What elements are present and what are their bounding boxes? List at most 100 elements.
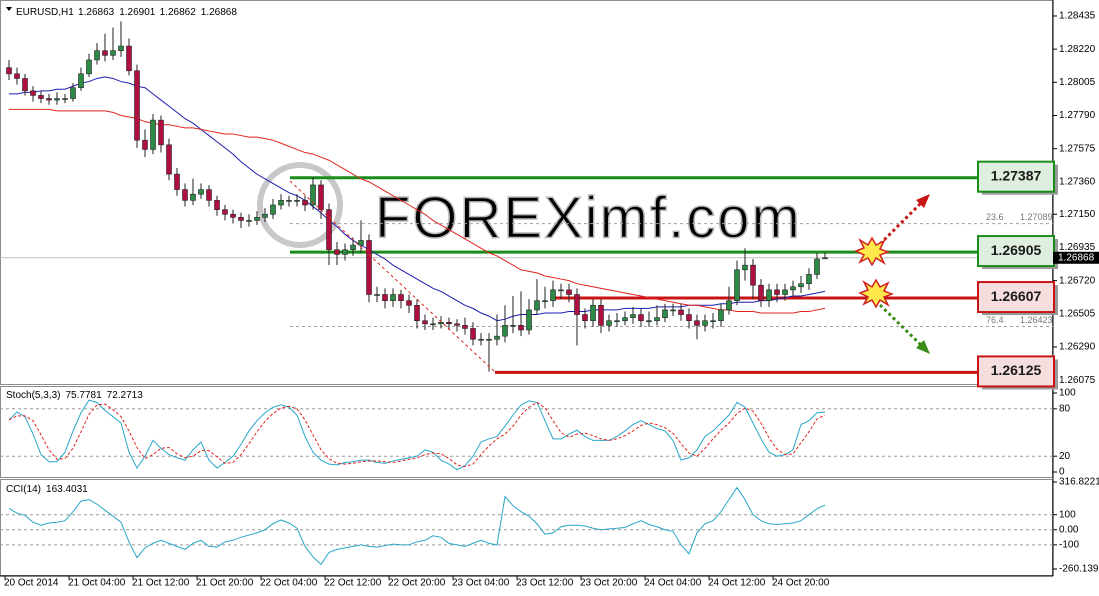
candle-body: [726, 300, 732, 311]
candle-body: [334, 249, 340, 255]
candle-body: [198, 189, 204, 195]
y-tick-label: 1.28005: [1059, 77, 1096, 88]
level-box-tint: [979, 283, 1053, 312]
candle-body: [742, 264, 748, 271]
y-tick-label: 1.27360: [1059, 176, 1096, 187]
candle-body: [206, 189, 212, 201]
candle-body: [78, 73, 84, 89]
candle-body: [630, 314, 636, 318]
indicator-line: [8, 486, 826, 566]
header-low: 1.26862: [160, 7, 197, 18]
level-box: [977, 355, 1055, 388]
indicator-header: CCI(14) 163.4031: [6, 484, 88, 495]
y-tick-label: -260.1398: [1059, 564, 1099, 575]
candle-body: [534, 300, 540, 311]
symbol-title: EURUSD,H1: [16, 7, 74, 18]
level-box: [977, 281, 1055, 314]
candle-body: [222, 209, 228, 215]
candle-body: [598, 305, 604, 326]
candle-body: [390, 294, 396, 301]
indicator-title: Stoch(5,3,3): [6, 390, 60, 401]
candle-body: [254, 217, 260, 221]
candle-body: [606, 320, 612, 326]
candle-body: [550, 289, 556, 301]
fib-trend-line: [289, 180, 496, 373]
candle-body: [262, 213, 268, 218]
candle-body: [462, 325, 468, 329]
candle-body: [510, 325, 516, 327]
candle-body: [174, 173, 180, 190]
candle-body: [70, 87, 76, 99]
x-tick-label: 22 Oct 12:00: [324, 578, 382, 589]
candle-body: [750, 264, 756, 286]
candle-body: [134, 70, 140, 141]
candle-body: [638, 314, 644, 322]
candle-body: [302, 200, 308, 206]
x-tick-label: 21 Oct 04:00: [68, 578, 126, 589]
header-high: 1.26901: [119, 7, 156, 18]
candle-body: [574, 294, 580, 315]
x-tick-label: 24 Oct 12:00: [708, 578, 766, 589]
candle-body: [478, 338, 484, 341]
header-close: 1.26868: [201, 7, 238, 18]
x-tick-label: 20 Oct 2014: [4, 578, 59, 589]
candle-body: [398, 294, 404, 301]
candle-body: [182, 189, 188, 201]
candle-body: [494, 335, 500, 340]
candle-body: [718, 309, 724, 322]
level-label: 1.26905: [991, 242, 1042, 258]
candle-body: [582, 314, 588, 322]
candle-body: [822, 257, 828, 260]
candle-body: [350, 244, 356, 251]
down-arrow: [878, 303, 930, 354]
indicator-value: 163.4031: [46, 484, 88, 495]
x-tick-label: 23 Oct 20:00: [580, 578, 638, 589]
candle-body: [102, 50, 108, 56]
breakout-starburst: [854, 236, 891, 267]
candle-body: [286, 200, 292, 202]
candle-body: [790, 286, 796, 291]
candle-body: [486, 338, 492, 341]
fib-ratio: 76.4: [986, 315, 1004, 325]
candle-body: [22, 78, 28, 92]
candle-body: [230, 213, 236, 218]
candle-body: [614, 320, 620, 323]
y-tick-label: 1.27790: [1059, 110, 1096, 121]
candle-body: [94, 50, 100, 61]
candle-body: [318, 184, 324, 210]
candle-body: [110, 50, 116, 56]
arrow-head: [916, 340, 930, 354]
level-box: [977, 235, 1055, 268]
y-tick-label: 1.26075: [1059, 375, 1096, 386]
candle-body: [622, 317, 628, 322]
x-tick-label: 24 Oct 04:00: [644, 578, 702, 589]
y-tick-label: 0: [1059, 467, 1065, 478]
header-open: 1.26863: [78, 7, 115, 18]
candle-body: [798, 283, 804, 288]
candle-body: [702, 320, 708, 326]
candle-body: [654, 317, 660, 322]
arrow-head: [916, 194, 930, 208]
candle-body: [446, 321, 452, 325]
candle-body: [270, 204, 276, 215]
level-label: 1.26607: [991, 288, 1042, 304]
x-tick-label: 22 Oct 20:00: [388, 578, 446, 589]
candle-body: [38, 95, 44, 99]
y-tick-label: 0.00: [1059, 524, 1079, 535]
arrow-shaft: [878, 200, 924, 246]
candle-body: [14, 73, 20, 79]
candle-body: [734, 269, 740, 301]
indicator-line: [8, 401, 826, 467]
candle-body: [670, 309, 676, 312]
candle-body: [502, 325, 508, 337]
candle-body: [590, 305, 596, 322]
y-tick-label: -100: [1059, 539, 1079, 550]
y-tick-label: 316.8221: [1059, 477, 1099, 488]
candle-body: [62, 98, 68, 100]
candle-body: [246, 220, 252, 222]
fib-price: 1.27089: [1020, 212, 1053, 222]
indicator-header: Stoch(5,3,3) 75.7781 72.2713: [6, 390, 143, 401]
candle-body: [414, 305, 420, 322]
